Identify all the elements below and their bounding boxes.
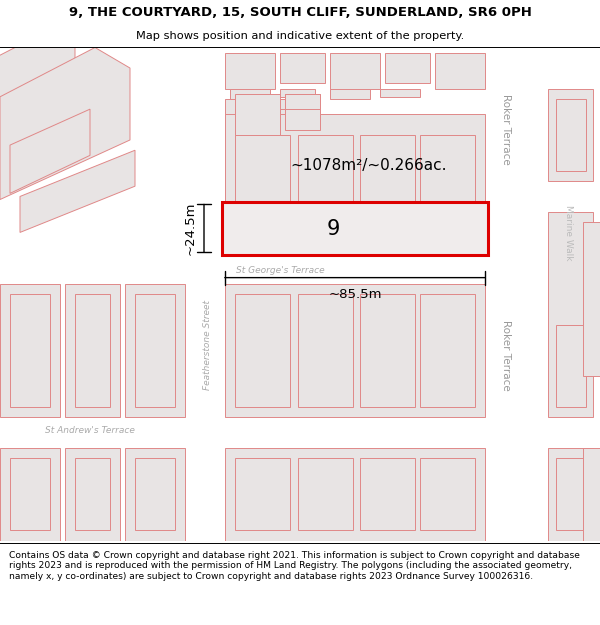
Text: Contains OS data © Crown copyright and database right 2021. This information is : Contains OS data © Crown copyright and d…	[9, 551, 580, 581]
Bar	[280, 89, 315, 97]
Text: Featherstone Street: Featherstone Street	[203, 301, 212, 391]
Bar	[225, 284, 485, 418]
Bar	[225, 99, 300, 222]
Bar	[235, 109, 290, 212]
Bar	[548, 212, 593, 418]
Bar	[230, 89, 270, 99]
Bar	[235, 135, 290, 228]
Polygon shape	[0, 181, 180, 243]
Bar	[75, 294, 110, 407]
Bar	[0, 448, 60, 541]
Bar	[556, 459, 586, 531]
Bar	[556, 99, 586, 171]
Text: Map shows position and indicative extent of the property.: Map shows position and indicative extent…	[136, 31, 464, 41]
Bar	[360, 459, 415, 531]
Bar	[583, 448, 600, 541]
Polygon shape	[0, 48, 95, 84]
Text: 9, THE COURTYARD, 15, SOUTH CLIFF, SUNDERLAND, SR6 0PH: 9, THE COURTYARD, 15, SOUTH CLIFF, SUNDE…	[68, 6, 532, 19]
Bar	[225, 114, 485, 238]
Text: ~1078m²/~0.266ac.: ~1078m²/~0.266ac.	[290, 158, 446, 173]
Text: Roker Terrace: Roker Terrace	[501, 321, 511, 391]
Bar	[235, 94, 280, 135]
Bar	[75, 459, 110, 531]
Bar	[0, 284, 60, 418]
Bar	[285, 94, 320, 109]
Bar	[285, 94, 320, 129]
Text: 9: 9	[327, 219, 340, 239]
Bar	[222, 202, 488, 255]
Bar	[548, 89, 593, 181]
Bar	[235, 294, 290, 407]
Bar	[548, 448, 593, 541]
Bar	[225, 52, 275, 89]
Polygon shape	[65, 48, 85, 263]
Polygon shape	[0, 263, 600, 279]
Polygon shape	[10, 109, 90, 193]
Bar	[298, 294, 353, 407]
Bar	[65, 284, 120, 418]
Bar	[225, 448, 485, 541]
Bar	[10, 294, 50, 407]
Text: Marine Walk: Marine Walk	[563, 204, 572, 260]
Text: ~24.5m: ~24.5m	[184, 201, 197, 255]
Bar	[280, 52, 325, 84]
Bar	[298, 459, 353, 531]
Bar	[556, 325, 586, 407]
Polygon shape	[20, 150, 135, 232]
Bar	[360, 135, 415, 228]
Text: St George's Terrace: St George's Terrace	[236, 266, 325, 275]
Polygon shape	[0, 422, 600, 438]
Bar	[125, 448, 185, 541]
Bar	[420, 135, 475, 228]
Bar	[10, 459, 50, 531]
Text: St Andrew's Terrace: St Andrew's Terrace	[45, 426, 135, 435]
Bar	[135, 294, 175, 407]
Polygon shape	[0, 48, 75, 140]
Polygon shape	[558, 48, 580, 541]
Bar	[435, 52, 485, 89]
Text: ~85.5m: ~85.5m	[328, 288, 382, 301]
Bar	[583, 222, 600, 376]
Polygon shape	[0, 68, 160, 129]
Bar	[235, 459, 290, 531]
Polygon shape	[0, 48, 140, 99]
Bar	[360, 294, 415, 407]
Bar	[420, 459, 475, 531]
Bar	[380, 89, 420, 97]
Polygon shape	[0, 99, 75, 152]
Bar	[135, 459, 175, 531]
Polygon shape	[490, 48, 545, 541]
Bar	[330, 52, 380, 89]
Bar	[330, 89, 370, 99]
Bar	[420, 294, 475, 407]
Text: Roker Terrace: Roker Terrace	[501, 94, 511, 165]
Bar	[298, 135, 353, 228]
Polygon shape	[195, 48, 220, 541]
Bar	[125, 284, 185, 418]
Bar	[65, 448, 120, 541]
Polygon shape	[0, 48, 130, 199]
Bar	[385, 52, 430, 84]
